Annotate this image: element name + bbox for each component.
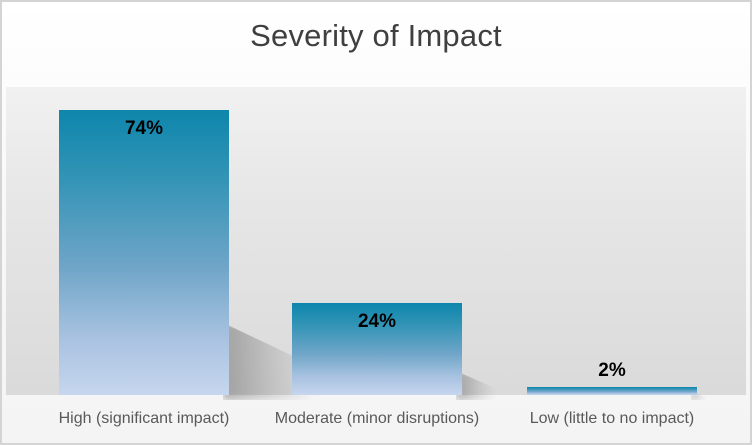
category-label: Low (little to no impact) [529,410,695,427]
value-label: 74% [124,118,164,140]
bar-1 [292,302,462,395]
category-label: Moderate (minor disruptions) [274,410,480,427]
bar-2 [527,387,697,395]
category-axis: High (significant impact) Moderate (minor… [2,410,750,436]
category-label: High (significant impact) [58,410,230,427]
value-label: 2% [598,360,626,382]
plot-area: 74% 24% 2% [6,87,746,400]
bar-shadow [691,392,706,400]
value-label: 24% [357,310,397,332]
chart-title: Severity of Impact [250,18,502,53]
bar-0 [59,110,229,395]
